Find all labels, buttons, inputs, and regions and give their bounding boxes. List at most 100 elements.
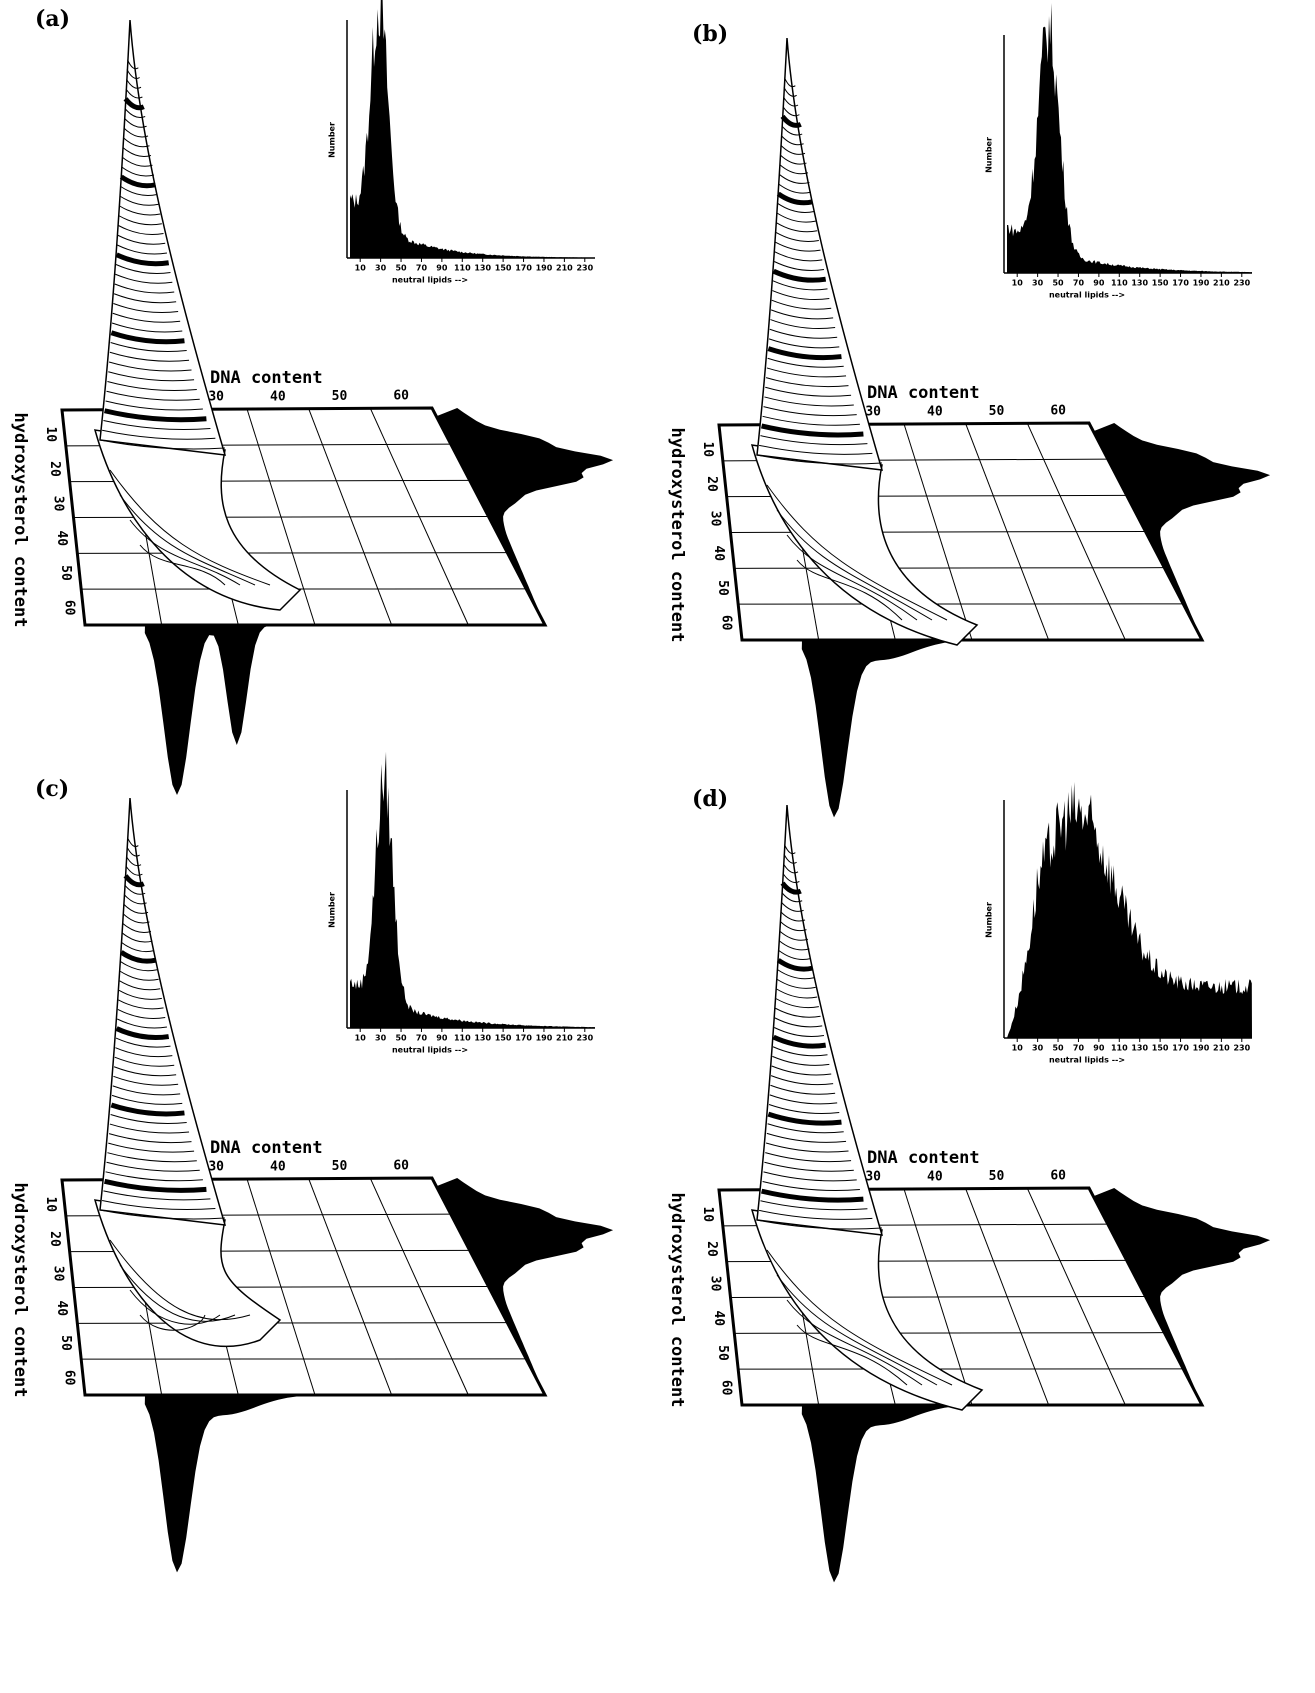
contour-line (775, 241, 821, 252)
contour-line (109, 1123, 190, 1134)
peak-foot (93, 429, 302, 611)
contour-line (105, 400, 203, 411)
contour-line (123, 97, 145, 111)
contour-line (119, 494, 256, 586)
inset-x-tick: 170 (515, 264, 532, 273)
contour-line (112, 312, 181, 323)
contour-line (779, 174, 810, 184)
x-axis-label: DNA content (867, 383, 980, 403)
contour-line (780, 154, 807, 165)
contour-line (762, 1181, 860, 1191)
contour-line (772, 1034, 827, 1049)
contour-line (786, 534, 918, 621)
x-tick-label: 50 (332, 389, 348, 404)
contour-line (775, 998, 819, 1009)
contour-line (760, 435, 868, 446)
contour-line (779, 930, 809, 941)
contour-line (108, 1142, 195, 1153)
inset-x-tick: 50 (395, 264, 407, 273)
contour-line (125, 865, 143, 876)
y-tick-label: 60 (719, 615, 734, 631)
contour-line (124, 894, 147, 905)
contour-line (765, 386, 852, 397)
contour-line (120, 961, 158, 972)
marginal-silhouette (1089, 423, 1271, 640)
inset-histogram: 10 30 50 70 90 110 130 150 170 190 210 230 neutral l… (985, 782, 1252, 1065)
inset-histogram: 10 30 50 70 90 110 130 150 170 190 210 230 neutral l… (985, 3, 1252, 300)
contour-line (124, 117, 147, 128)
contour-line (119, 205, 161, 216)
marginal-silhouette (801, 640, 1087, 818)
inset-x-tick: 30 (1032, 279, 1044, 288)
y-tick-label: 10 (43, 426, 58, 442)
inset-x-tick: 130 (1131, 279, 1148, 288)
x-tick-label: 60 (393, 1159, 409, 1174)
contour-line (126, 69, 140, 79)
x-tick-label: 30 (208, 1160, 224, 1175)
inset-x-tick: 150 (1152, 279, 1169, 288)
contour-line (122, 923, 152, 933)
grid-line (77, 1322, 508, 1324)
contour-line (764, 1161, 854, 1172)
contour-line (796, 559, 903, 621)
contour-line (118, 225, 164, 235)
x-tick-label: 30 (865, 1170, 881, 1185)
contour-line (117, 1018, 168, 1029)
x-tick-label: 30 (865, 405, 881, 420)
contour-line (781, 902, 804, 912)
contour-line (103, 1178, 207, 1193)
contour-line (115, 1047, 173, 1058)
y-tick-label: 60 (62, 1370, 77, 1386)
inset-x-tick: 30 (375, 1034, 387, 1043)
contour-line (117, 1009, 166, 1019)
inset-x-tick: 190 (1193, 279, 1210, 288)
histogram-silhouette (1007, 3, 1252, 273)
contour-line (782, 106, 800, 117)
contour-line (780, 145, 806, 155)
contour-line (772, 290, 830, 301)
contour-line (107, 381, 197, 391)
y-tick-label: 20 (704, 1241, 719, 1257)
contour-line (779, 940, 810, 951)
inset-histogram: 10 30 50 70 90 110 130 150 170 190 210 230 neutral l… (328, 751, 595, 1055)
contour-line (765, 377, 849, 388)
contour-line (776, 222, 818, 233)
inset-x-tick: 30 (375, 264, 387, 273)
contour-line (115, 252, 170, 267)
contour-line (103, 1190, 211, 1201)
inset-x-tick: 10 (355, 264, 367, 273)
inset-x-tick: 190 (536, 264, 553, 273)
y-tick-label: 60 (62, 600, 77, 616)
contour-line (783, 863, 799, 874)
inset-x-tick: 70 (416, 264, 428, 273)
contour-line (113, 293, 177, 304)
contour-line (106, 1161, 200, 1172)
contour-line (767, 1123, 844, 1134)
contour-line (125, 88, 143, 99)
y-axis-label: hydroxysterol content (667, 428, 687, 643)
x-axis-label: DNA content (210, 368, 323, 388)
contour-line (113, 1075, 179, 1086)
contour-line (118, 215, 162, 226)
contour-line (123, 913, 150, 924)
contour-line (776, 988, 818, 999)
contour-line (766, 1249, 953, 1386)
contour-line (119, 1264, 236, 1322)
histogram-silhouette (350, 0, 595, 258)
inset-x-tick: 90 (1093, 1044, 1105, 1053)
panel: (c) 10 30 50 70 90 110 130 150 170 190 210 230 neutra… (10, 751, 614, 1573)
contour-line (129, 519, 241, 586)
contour-line (105, 1171, 203, 1182)
contour-line (120, 186, 158, 196)
panel-label: (a) (35, 6, 70, 32)
contour-line (115, 1026, 170, 1041)
contour-line (106, 390, 200, 401)
contour-line (781, 125, 803, 136)
marginal-silhouette (801, 1405, 1087, 1583)
contour-line (760, 1188, 864, 1203)
inset-x-tick: 70 (1073, 1044, 1085, 1053)
contour-line (767, 346, 842, 361)
contour-line (121, 166, 155, 177)
contour-line (766, 484, 948, 621)
contour-line (776, 212, 816, 223)
